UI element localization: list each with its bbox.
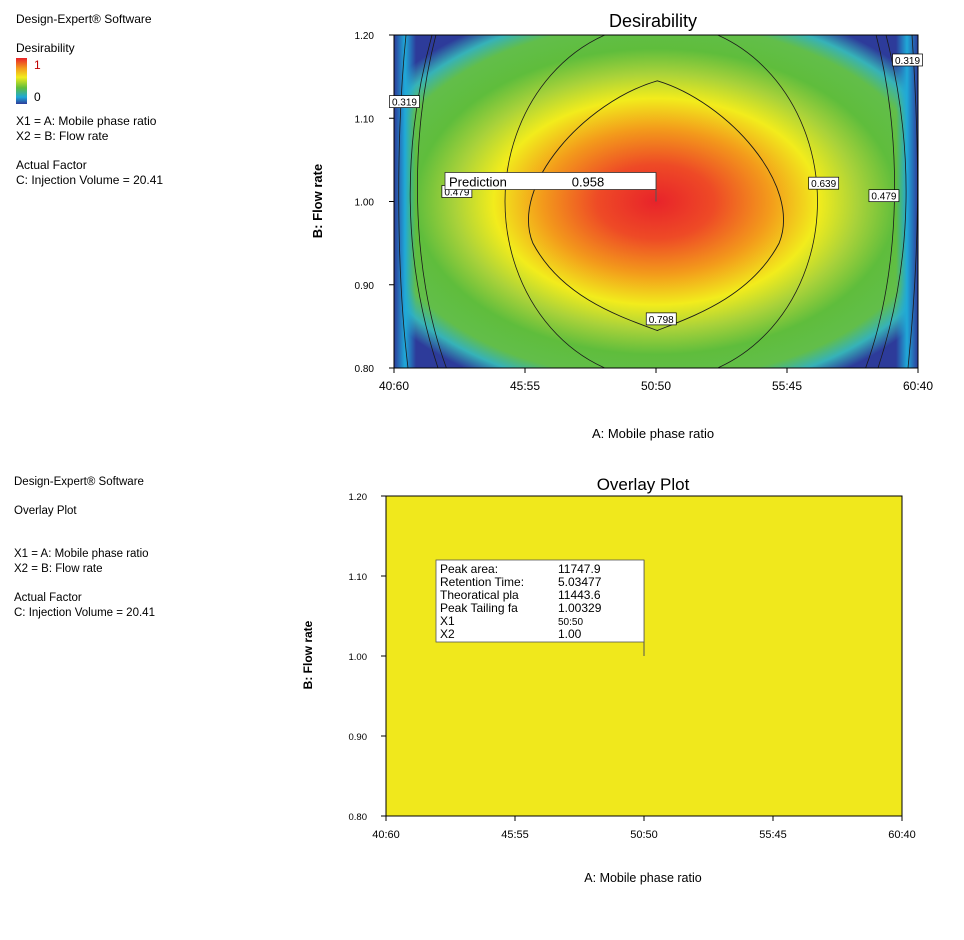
x-axis-label: A: Mobile phase ratio bbox=[584, 871, 701, 885]
x-tick-label: 45:55 bbox=[501, 829, 529, 841]
contour-label-text: 0.639 bbox=[811, 179, 836, 190]
contour-line bbox=[409, 35, 439, 368]
contour-label: 0.639 bbox=[808, 176, 840, 190]
prediction-flag: Prediction 0.958 bbox=[444, 172, 657, 202]
contour-line bbox=[398, 35, 409, 368]
x-tick-label: 55:45 bbox=[759, 829, 787, 841]
contour-label: 0.798 bbox=[645, 312, 677, 326]
software-label: Design-Expert® Software bbox=[14, 476, 144, 488]
legend-high-label: 1 bbox=[34, 58, 41, 72]
contour-label-text: 0.798 bbox=[649, 315, 674, 326]
y-axis: 0.80 0.90 1.00 1.10 1.20 bbox=[349, 492, 386, 823]
actual-factor-value: C: Injection Volume = 20.41 bbox=[16, 173, 164, 187]
y-tick-label: 1.10 bbox=[349, 572, 368, 583]
flag-row-value: 50:50 bbox=[558, 617, 583, 628]
x-tick-label: 40:60 bbox=[372, 829, 400, 841]
x-axis: 40:60 45:55 50:50 55:45 60:40 bbox=[372, 816, 916, 841]
y-tick-label: 1.10 bbox=[355, 114, 375, 125]
legend-low-label: 0 bbox=[34, 90, 41, 104]
x1-definition: X1 = A: Mobile phase ratio bbox=[16, 114, 157, 128]
chart-title: Overlay Plot bbox=[597, 475, 690, 494]
contour-label: 0.319 bbox=[892, 53, 923, 67]
contour-label: 0.319 bbox=[389, 95, 420, 109]
y-tick-label: 0.90 bbox=[349, 732, 368, 743]
flag-box bbox=[435, 559, 645, 643]
color-scale-bar bbox=[16, 58, 27, 104]
x2-definition: X2 = B: Flow rate bbox=[16, 129, 109, 143]
contour-line bbox=[907, 35, 918, 368]
y-tick-label: 1.20 bbox=[349, 492, 368, 503]
contour-label-text: 0.319 bbox=[392, 98, 417, 109]
x-tick-label: 55:45 bbox=[772, 379, 802, 393]
y-axis: 0.80 0.90 1.00 1.10 1.20 bbox=[355, 31, 394, 375]
flag-row-value: 11747.9 bbox=[558, 562, 601, 576]
plot-name-label: Overlay Plot bbox=[14, 505, 77, 517]
y-tick-label: 1.20 bbox=[355, 31, 375, 42]
flag-row-value: 5.03477 bbox=[558, 575, 602, 589]
flag-row-value: 1.00329 bbox=[558, 601, 602, 615]
flag-row-value: 11443.6 bbox=[558, 588, 601, 602]
contour-line bbox=[528, 80, 784, 332]
actual-factor-value: C: Injection Volume = 20.41 bbox=[14, 607, 155, 619]
desirability-legend: 1 0 bbox=[16, 58, 163, 106]
flag-row-name: Peak Tailing fa bbox=[440, 601, 518, 615]
actual-factor-heading: Actual Factor bbox=[16, 158, 87, 172]
contour-label-text: 0.479 bbox=[444, 188, 469, 199]
contour-label: 0.479 bbox=[868, 189, 900, 203]
y-tick-label: 0.80 bbox=[355, 364, 375, 375]
y-tick-label: 0.90 bbox=[355, 281, 375, 292]
legend-title: Desirability bbox=[16, 41, 75, 55]
contour-line bbox=[504, 35, 818, 368]
plot-border bbox=[393, 34, 919, 369]
contour-label-text: 0.319 bbox=[895, 56, 920, 67]
chart-title: Desirability bbox=[609, 11, 697, 31]
x-tick-label: 60:40 bbox=[903, 379, 933, 393]
contour-line bbox=[877, 35, 907, 368]
x-axis: 40:60 45:55 50:50 55:45 60:40 bbox=[379, 368, 933, 393]
bottom-info-panel: Design-Expert® Software Overlay Plot X1 … bbox=[14, 475, 155, 621]
desirability-chart: Desirability 0.800.901.001.101.20 40:60 4… bbox=[310, 11, 933, 441]
x-tick-label: 60:40 bbox=[888, 829, 916, 841]
x1-definition: X1 = A: Mobile phase ratio bbox=[14, 548, 149, 560]
contour-line bbox=[417, 35, 447, 368]
flag-row-name: Retention Time: bbox=[440, 575, 524, 589]
prediction-box bbox=[444, 172, 657, 190]
flag-row-name: Peak area: bbox=[440, 562, 498, 576]
flag-row-name: X2 bbox=[440, 627, 455, 641]
y-tick-label: 1.00 bbox=[349, 652, 368, 663]
flag-row-name: Theoratical pla bbox=[440, 588, 519, 602]
y-tick-label: 0.80 bbox=[349, 812, 368, 823]
x2-definition: X2 = B: Flow rate bbox=[14, 563, 103, 575]
overlay-flag: Peak area: 11747.9 Retention Time: 5.03477 T… bbox=[435, 559, 645, 656]
y-tick-label: 1.00 bbox=[355, 198, 375, 209]
x-tick-label: 45:55 bbox=[510, 379, 540, 393]
software-label: Design-Expert® Software bbox=[16, 12, 152, 26]
x-tick-label: 50:50 bbox=[641, 379, 671, 393]
x-tick-label: 50:50 bbox=[630, 829, 658, 841]
top-info-panel: Design-Expert® Software Desirability 1 0… bbox=[16, 12, 163, 188]
x-tick-label: 40:60 bbox=[379, 379, 409, 393]
flag-row-name: X1 bbox=[440, 614, 455, 628]
y-axis-label: B: Flow rate bbox=[301, 620, 315, 689]
flag-row-value: 1.00 bbox=[558, 627, 582, 641]
contour-label-text: 0.479 bbox=[871, 192, 896, 203]
low-desirability-edge-left bbox=[394, 35, 416, 368]
prediction-label: Prediction bbox=[449, 175, 507, 190]
prediction-value: 0.958 bbox=[572, 175, 605, 190]
y-axis-label: B: Flow rate bbox=[310, 164, 325, 238]
actual-factor-heading: Actual Factor bbox=[14, 592, 82, 604]
x-axis-label: A: Mobile phase ratio bbox=[592, 426, 714, 441]
